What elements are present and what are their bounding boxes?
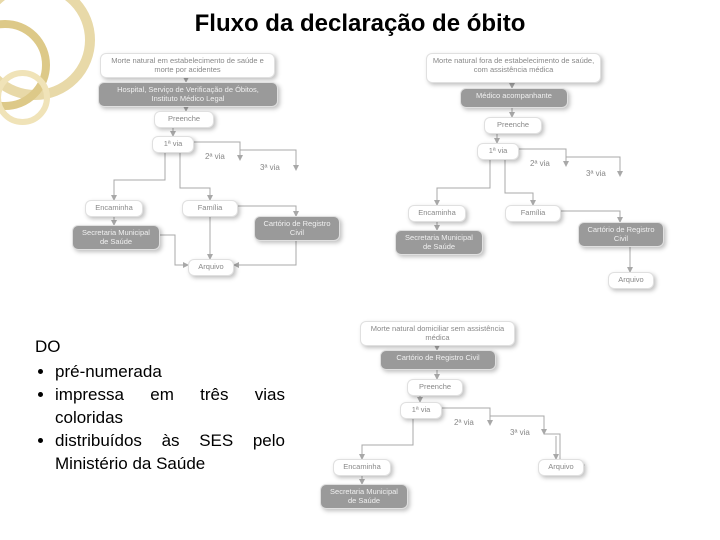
notes-item: distribuídos às SES pelo Ministério da S… (55, 430, 285, 476)
flowA-cartorio: Cartório de Registro Civil (254, 216, 340, 241)
flowA-familia: Família (182, 200, 238, 217)
flowB-arquivo: Arquivo (608, 272, 654, 289)
flowB-head: Morte natural fora de estabelecimento de… (426, 53, 601, 83)
flowA-encaminha: Encaminha (85, 200, 143, 217)
flowB-encaminha: Encaminha (408, 205, 466, 222)
notes-item: impressa em três vias coloridas (55, 384, 285, 430)
flowC-sms: Secretaria Municipal de Saúde (320, 484, 408, 509)
flowC-head: Morte natural domiciliar sem assistência… (360, 321, 515, 346)
flowA-arquivo: Arquivo (188, 259, 234, 276)
notes-heading: DO (35, 336, 285, 359)
flowB-issuer: Médico acompanhante (460, 88, 568, 108)
flowB-sms: Secretaria Municipal de Saúde (395, 230, 483, 255)
flowB-familia: Família (505, 205, 561, 222)
page-title: Fluxo da declaração de óbito (0, 10, 720, 38)
flowA-head: Morte natural em estabelecimento de saúd… (100, 53, 275, 78)
flowA-via2: 2ª via (205, 152, 225, 161)
flowA-fill: Preenche (154, 111, 214, 128)
flowB-cartorio: Cartório de Registro Civil (578, 222, 664, 247)
flowC-via3: 3ª via (510, 428, 530, 437)
flowA-via3: 3ª via (260, 163, 280, 172)
flowA-via1: 1ª via (152, 136, 194, 153)
flowC-fill: Preenche (407, 379, 463, 396)
flowC-arquivo: Arquivo (538, 459, 584, 476)
flowB-via2: 2ª via (530, 159, 550, 168)
flowC-via1: 1ª via (400, 402, 442, 419)
flowB-fill: Preenche (484, 117, 542, 134)
notes-item: pré-numerada (55, 361, 285, 384)
flowA-issuer: Hospital, Serviço de Verificação de Óbit… (98, 82, 278, 107)
notes-block: DO pré-numerada impressa em três vias co… (35, 336, 285, 476)
flowC-via2: 2ª via (454, 418, 474, 427)
flowB-via1: 1ª via (477, 143, 519, 160)
flowC-encaminha: Encaminha (333, 459, 391, 476)
flowB-via3: 3ª via (586, 169, 606, 178)
flowA-sms: Secretaria Municipal de Saúde (72, 225, 160, 250)
flowC-issuer: Cartório de Registro Civil (380, 350, 496, 370)
